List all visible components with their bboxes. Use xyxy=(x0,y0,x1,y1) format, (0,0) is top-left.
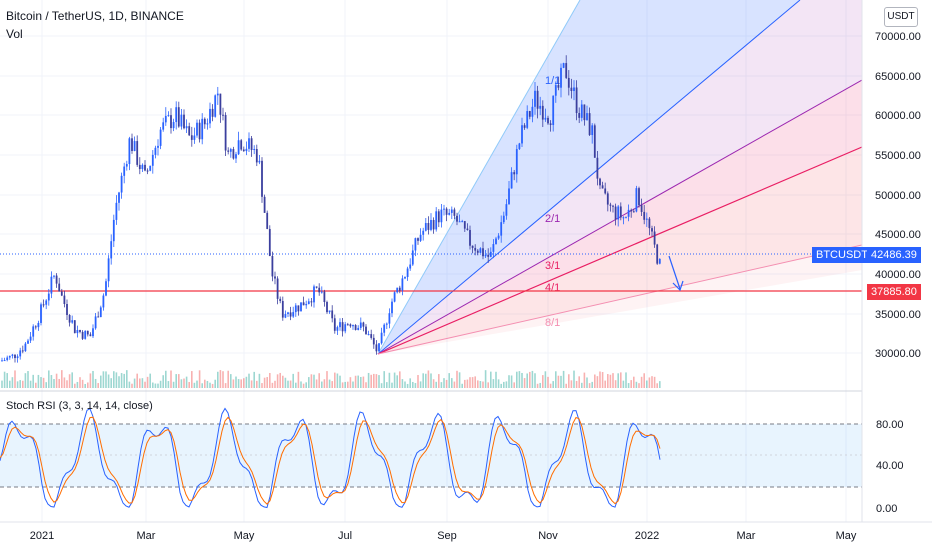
rsi-tick: 0.00 xyxy=(876,503,897,515)
fan-line-1-1 xyxy=(377,0,801,355)
fan-label-8-1: 8/1 xyxy=(545,317,560,329)
stoch-rsi-legend[interactable]: Stoch RSI (3, 3, 14, 14, close) xyxy=(6,400,153,412)
last-price-badge: 42486.39 xyxy=(867,247,921,263)
volume-bars xyxy=(1,370,661,388)
time-label: Nov xyxy=(538,530,558,542)
time-label: Jul xyxy=(338,530,352,542)
time-label: 2021 xyxy=(30,530,54,542)
time-label: May xyxy=(234,530,255,542)
price-tick: 60000.00 xyxy=(875,110,921,122)
fan-line-3-1 xyxy=(377,146,862,355)
price-tick: 65000.00 xyxy=(875,71,921,83)
time-label: May xyxy=(836,530,857,542)
gann-fan[interactable] xyxy=(377,0,862,355)
price-axis[interactable]: 70000.00 65000.00 60000.00 55000.00 5000… xyxy=(875,31,921,360)
stoch-rsi-pane xyxy=(0,407,862,509)
fan-line-edge xyxy=(377,0,581,355)
time-label: Mar xyxy=(137,530,156,542)
symbol-title[interactable]: Bitcoin / TetherUS, 1D, BINANCE xyxy=(6,9,184,23)
fan-label-3-1: 3/1 xyxy=(545,260,560,272)
currency-button[interactable]: USDT xyxy=(884,7,918,27)
price-candles xyxy=(1,55,661,363)
projection-arrow[interactable] xyxy=(668,255,684,292)
fan-zone-2 xyxy=(378,0,862,354)
time-label: Sep xyxy=(437,530,457,542)
price-tick: 50000.00 xyxy=(875,190,921,202)
volume-legend[interactable]: Vol xyxy=(6,27,23,41)
price-tick: 40000.00 xyxy=(875,269,921,281)
price-tick: 55000.00 xyxy=(875,150,921,162)
time-label: Mar xyxy=(737,530,756,542)
time-label: 2022 xyxy=(635,530,659,542)
rsi-axis[interactable]: 80.00 40.00 0.00 xyxy=(876,419,904,515)
price-tick: 35000.00 xyxy=(875,309,921,321)
time-axis[interactable]: 2021 Mar May Jul Sep Nov 2022 Mar May xyxy=(30,530,857,542)
price-tick: 45000.00 xyxy=(875,229,921,241)
price-tick: 30000.00 xyxy=(875,348,921,360)
fan-line-4-1 xyxy=(377,244,862,355)
fan-labels: 1/1 2/1 3/1 4/1 8/1 xyxy=(545,75,560,329)
fan-label-2-1: 2/1 xyxy=(545,213,560,225)
rsi-tick: 80.00 xyxy=(876,419,904,431)
price-tick: 70000.00 xyxy=(875,31,921,43)
support-price-badge: 37885.80 xyxy=(867,284,921,300)
fan-label-4-1: 4/1 xyxy=(545,282,560,294)
fan-label-1-1: 1/1 xyxy=(545,75,560,87)
rsi-tick: 40.00 xyxy=(876,460,904,472)
symbol-badge: BTCUSDT xyxy=(812,247,872,263)
